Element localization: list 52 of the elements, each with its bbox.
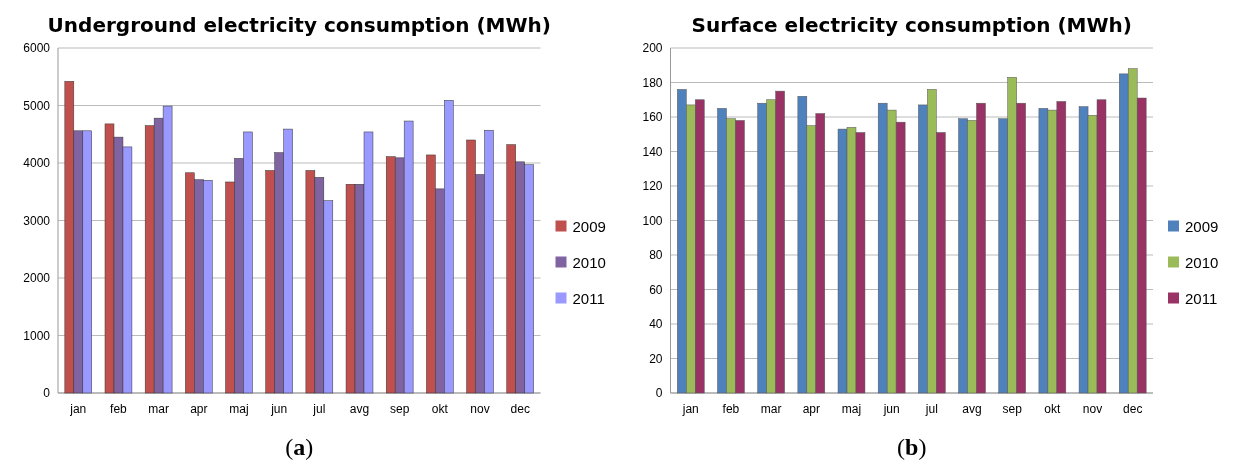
chart-title: Surface electricity consumption (MWh)	[691, 13, 1132, 37]
x-tick-label: apr	[190, 402, 208, 416]
legend-label: 2009	[572, 217, 606, 235]
y-tick-label: 4000	[23, 156, 51, 171]
text: (b)	[897, 434, 927, 460]
x-tick-label: jul	[312, 402, 326, 416]
y-tick-label: 180	[642, 75, 663, 90]
x-tick-label: mar	[760, 402, 782, 416]
x-tick-label: jun	[882, 402, 900, 416]
chart-title: Underground electricity consumption (MWh)	[47, 13, 551, 37]
x-tick-label: apr	[802, 402, 820, 416]
x-tick-label: mar	[148, 402, 169, 416]
legend-label: 2009	[1185, 217, 1219, 235]
y-tick-label: 200	[642, 41, 663, 56]
y-tick-label: 40	[649, 317, 663, 332]
x-tick-label: dec	[1123, 402, 1143, 416]
x-tick-label: nov	[1082, 402, 1103, 416]
y-tick-label: 60	[649, 282, 663, 297]
x-tick-label: feb	[722, 402, 740, 416]
y-tick-label: 140	[642, 144, 663, 159]
y-tick-label: 80	[649, 248, 663, 263]
y-tick-label: 5000	[23, 98, 51, 113]
y-tick-label: 6000	[23, 41, 51, 56]
legend-label: 2011	[572, 289, 605, 307]
x-tick-label: okt	[431, 402, 449, 416]
legend-label: 2010	[572, 253, 606, 271]
x-tick-label: okt	[1044, 402, 1062, 416]
x-tick-label: jun	[270, 402, 288, 416]
x-tick-label: jan	[69, 402, 87, 416]
y-tick-label: 0	[655, 386, 663, 401]
y-tick-label: 0	[43, 386, 51, 401]
y-tick-label: 160	[642, 110, 663, 125]
y-tick-label: 2000	[23, 271, 51, 286]
x-tick-label: sep	[390, 402, 410, 416]
x-tick-label: dec	[510, 402, 530, 416]
x-tick-label: sep	[1002, 402, 1023, 416]
x-tick-label: feb	[110, 402, 128, 416]
x-tick-label: maj	[841, 402, 862, 416]
x-tick-label: avg	[962, 402, 982, 416]
legend-label: 2011	[1185, 289, 1218, 307]
y-tick-label: 100	[642, 213, 663, 228]
x-tick-label: avg	[349, 402, 370, 416]
x-tick-label: jul	[924, 402, 938, 416]
y-tick-label: 120	[642, 179, 663, 194]
legend-label: 2010	[1185, 253, 1219, 271]
x-tick-label: maj	[229, 402, 249, 416]
y-tick-label: 3000	[23, 213, 51, 228]
y-tick-label: 20	[649, 351, 663, 366]
x-tick-label: jan	[681, 402, 699, 416]
y-tick-label: 1000	[23, 328, 51, 343]
x-tick-label: nov	[470, 402, 490, 416]
text: (a)	[285, 434, 314, 460]
